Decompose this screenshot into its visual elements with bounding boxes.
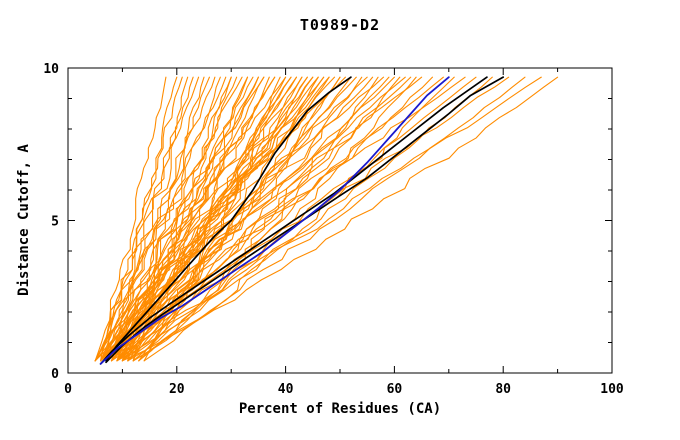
orange-model-curve xyxy=(138,76,401,362)
orange-model-curve xyxy=(127,76,477,362)
orange-model-curve xyxy=(121,76,434,362)
y-tick-label: 5 xyxy=(51,215,59,230)
orange-model-curve xyxy=(94,76,319,362)
x-tick-label: 100 xyxy=(600,382,624,397)
orange-model-curve xyxy=(100,76,466,362)
orange-model-curve xyxy=(110,76,542,362)
x-tick-label: 40 xyxy=(278,382,294,397)
orange-model-curve xyxy=(105,76,183,362)
black-model-curve xyxy=(99,76,488,365)
orange-model-curve xyxy=(110,76,194,362)
orange-model-curve xyxy=(105,76,265,362)
y-tick-label: 10 xyxy=(43,62,59,77)
orange-model-curve xyxy=(100,76,368,362)
orange-model-curve xyxy=(100,76,325,362)
x-axis-label: Percent of Residues (CA) xyxy=(238,401,442,417)
x-tick-label: 60 xyxy=(387,382,403,397)
orange-model-curve xyxy=(121,76,390,362)
x-tick-label: 0 xyxy=(64,382,72,397)
x-tick-label: 80 xyxy=(495,382,511,397)
orange-model-curve xyxy=(100,76,200,362)
orange-model-curve xyxy=(110,76,444,362)
orange-model-curve xyxy=(100,76,227,362)
orange-model-curve xyxy=(94,76,216,362)
orange-model-curve xyxy=(132,76,526,362)
orange-model-curve xyxy=(100,76,254,362)
orange-model-curve xyxy=(121,76,559,362)
x-tick-label: 20 xyxy=(169,382,185,397)
black-model-curve xyxy=(105,76,352,362)
orange-model-curve xyxy=(110,76,357,362)
orange-model-curve xyxy=(94,76,346,362)
orange-model-curve xyxy=(94,76,265,362)
orange-model-curve xyxy=(105,76,510,362)
orange-model-curve xyxy=(94,76,243,362)
orange-model-curve xyxy=(105,76,314,362)
y-tick-label: 0 xyxy=(51,367,59,382)
orange-model-curve xyxy=(116,76,276,362)
blue-reference-curve xyxy=(99,76,450,365)
orange-model-curve xyxy=(110,76,287,362)
chart-title: T0989-D2 xyxy=(299,16,381,34)
